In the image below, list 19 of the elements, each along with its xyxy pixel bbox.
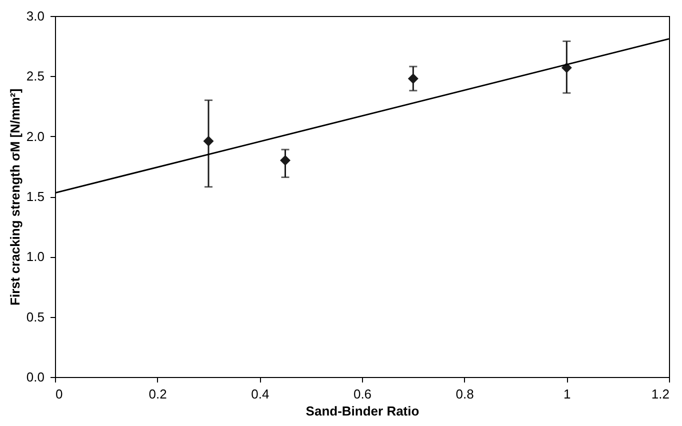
x-tick-label: 1: [564, 386, 571, 402]
point: [280, 155, 290, 166]
x-axis-title: Sand-Binder Ratio: [306, 404, 420, 418]
y-tick-label: 1.0: [26, 249, 44, 264]
x-tick-label: 0.6: [353, 386, 372, 402]
x-tick-label: 0: [56, 386, 63, 402]
y-axis-title: First cracking strength σM [N/mm²]: [7, 88, 22, 306]
y-tick-label: 1.5: [26, 189, 44, 204]
x-tick-label: 1.2: [651, 386, 670, 402]
y-tick-label: 2.0: [26, 128, 44, 144]
y-tick-label: 2.5: [26, 68, 44, 84]
y-tick-label: 0.0: [26, 370, 44, 384]
x-tick-label: 0.4: [251, 386, 270, 402]
x-tick-label: 0.8: [456, 386, 474, 402]
y-tick-label: 0.5: [26, 309, 44, 324]
x-tick-label: 0.2: [148, 386, 167, 402]
y-tick-label: 3.0: [26, 8, 44, 24]
point: [408, 73, 418, 84]
point: [203, 136, 214, 146]
